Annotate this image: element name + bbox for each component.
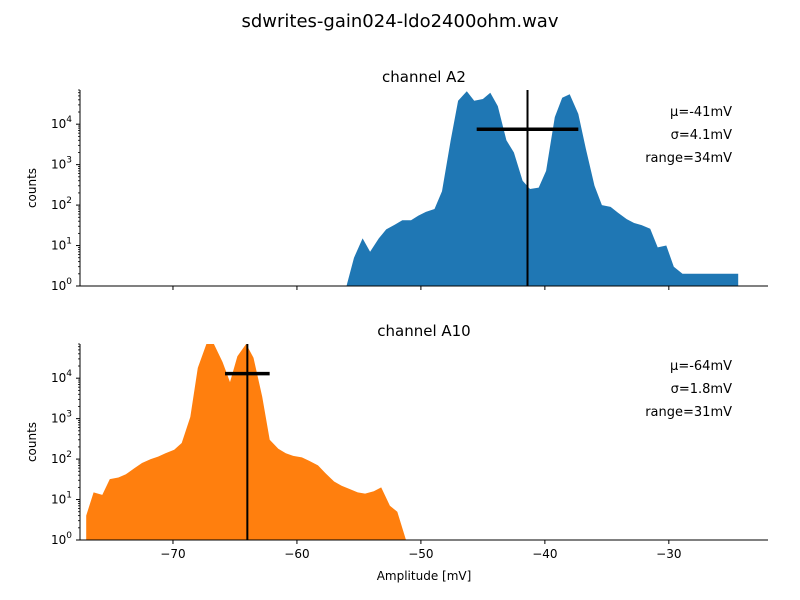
panel-channel-a2: channel A2 counts μ=-41mV σ=4.1mV range=… [25, 68, 768, 293]
y-axis-label: counts [25, 422, 39, 462]
y-tick-label: 101 [51, 237, 72, 253]
x-tick-label: −50 [408, 547, 433, 561]
x-tick-label: −30 [656, 547, 681, 561]
y-tick-label: 101 [51, 491, 72, 507]
panel-title: channel A10 [377, 322, 470, 340]
figure-title: sdwrites-gain024-ldo2400ohm.wav [242, 11, 559, 32]
x-axis-label: Amplitude [mV] [377, 569, 472, 583]
stat-mean: μ=-41mV [670, 105, 732, 120]
stat-range: range=34mV [645, 151, 732, 166]
x-tick-label: −40 [532, 547, 557, 561]
y-tick-label: 102 [51, 196, 72, 212]
y-tick-label: 100 [51, 277, 72, 293]
stat-range: range=31mV [645, 405, 732, 420]
stat-sigma: σ=4.1mV [671, 128, 732, 143]
stat-sigma: σ=1.8mV [671, 382, 732, 397]
y-axis-label: counts [25, 168, 39, 208]
y-tick-label: 102 [51, 450, 72, 466]
y-tick-label: 100 [51, 531, 72, 547]
histogram-area [86, 344, 459, 540]
x-tick-label: −60 [284, 547, 309, 561]
stat-mean: μ=-64mV [670, 359, 732, 374]
y-tick-label: 103 [51, 156, 72, 172]
panel-channel-a10: channel A10 counts μ=-64mV σ=1.8mV range… [25, 322, 768, 561]
histogram-area [346, 91, 739, 286]
y-tick-label: 104 [51, 369, 72, 385]
y-tick-label: 103 [51, 410, 72, 426]
panel-title: channel A2 [382, 68, 466, 86]
y-tick-label: 104 [51, 115, 72, 131]
x-tick-label: −70 [160, 547, 185, 561]
